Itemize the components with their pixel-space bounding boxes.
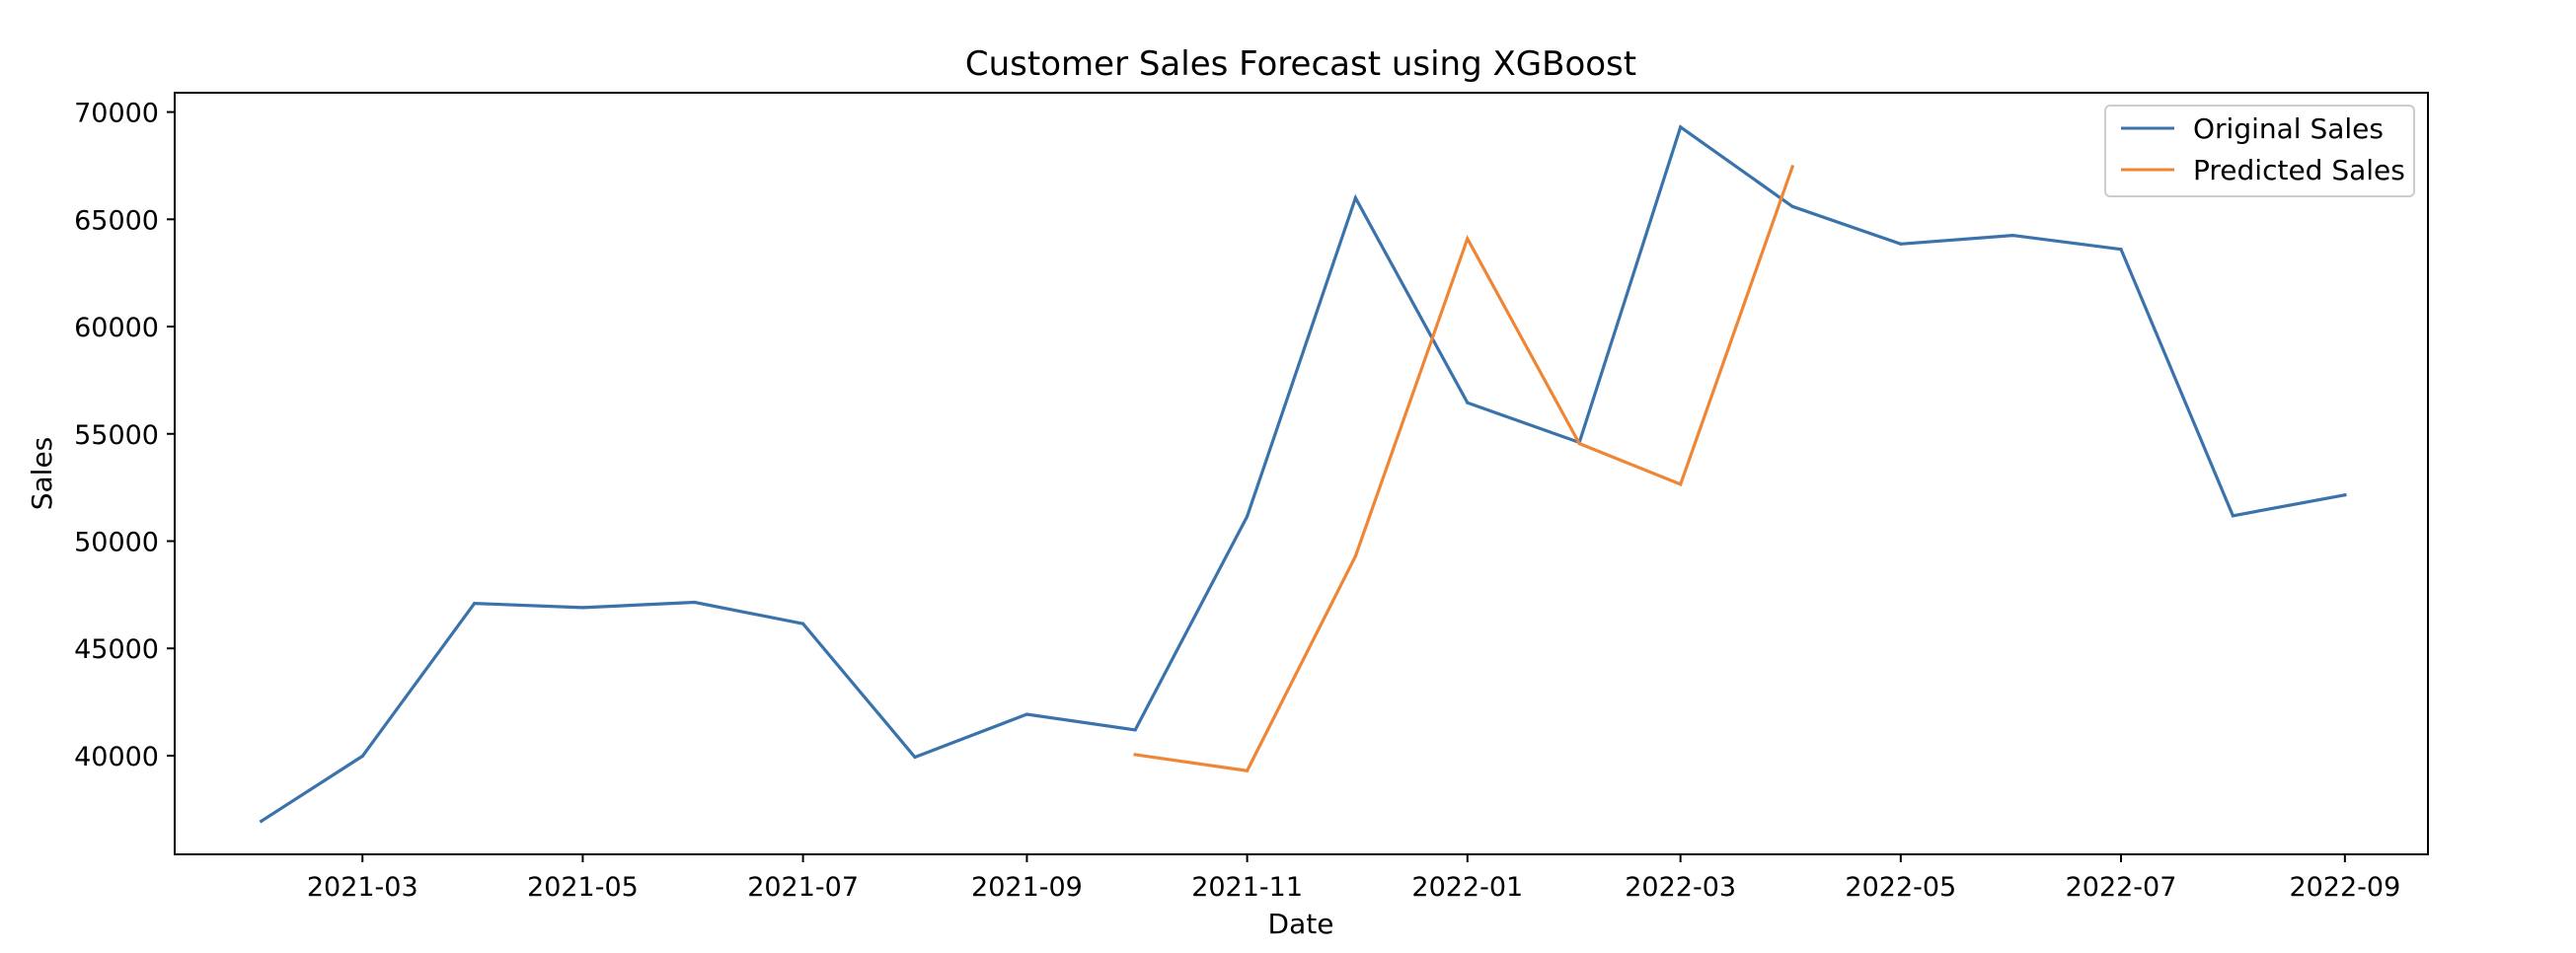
- series-line-predicted-sales: [1133, 164, 1795, 772]
- data-point-predicted-sales: [1577, 442, 1581, 446]
- x-axis-label: Date: [1268, 908, 1334, 940]
- data-point-original-sales: [1246, 514, 1250, 519]
- x-tick-label: 2021-09: [971, 872, 1083, 903]
- data-point-original-sales: [2231, 514, 2235, 518]
- data-point-original-sales: [360, 754, 364, 759]
- x-tick-label: 2022-03: [1625, 872, 1736, 903]
- data-point-predicted-sales: [1246, 769, 1250, 772]
- chart-title: Customer Sales Forecast using XGBoost: [965, 44, 1636, 84]
- data-point-original-sales: [1679, 125, 1683, 129]
- data-point-original-sales: [1353, 196, 1357, 200]
- plot-frame: [174, 92, 2429, 855]
- data-point-original-sales: [1899, 242, 1903, 246]
- data-point-original-sales: [1466, 401, 1470, 404]
- x-tick-label: 2021-11: [1191, 872, 1303, 903]
- y-tick-label: 55000: [74, 420, 159, 451]
- y-tick-label: 70000: [74, 99, 159, 129]
- y-tick-label: 45000: [74, 634, 159, 665]
- data-point-original-sales: [801, 622, 805, 625]
- data-point-original-sales: [1790, 204, 1794, 208]
- x-tick-label: 2022-01: [1411, 872, 1523, 903]
- data-point-predicted-sales: [1353, 554, 1357, 558]
- legend-box: [2104, 105, 2415, 197]
- data-point-original-sales: [2343, 493, 2347, 497]
- data-point-original-sales: [693, 600, 697, 605]
- data-point-predicted-sales: [1679, 482, 1683, 486]
- y-tick-label: 40000: [74, 742, 159, 772]
- y-tick-label: 60000: [74, 313, 159, 343]
- x-tick-label: 2022-09: [2289, 872, 2400, 903]
- y-tick-label: 50000: [74, 528, 159, 558]
- series-layer: [259, 124, 2347, 824]
- legend-label-predicted-sales: Predicted Sales: [2193, 154, 2405, 186]
- series-line-original-sales: [259, 124, 2347, 824]
- data-point-original-sales: [913, 755, 917, 760]
- data-point-original-sales: [260, 819, 264, 823]
- x-tick-label: 2022-07: [2066, 872, 2177, 903]
- legend: Original Sales Predicted Sales: [2104, 105, 2415, 197]
- plot-area: [174, 92, 2429, 855]
- y-tick-label: 65000: [74, 205, 159, 236]
- data-point-predicted-sales: [1466, 237, 1470, 241]
- legend-label-original-sales: Original Sales: [2193, 112, 2384, 145]
- data-point-predicted-sales: [1133, 753, 1137, 757]
- data-point-predicted-sales: [1790, 165, 1794, 169]
- y-axis: 40000 45000 50000 55000 60000 65000 70000: [74, 99, 175, 772]
- data-point-original-sales: [1133, 728, 1137, 732]
- x-tick-label: 2021-07: [747, 872, 859, 903]
- x-tick-label: 2021-05: [527, 872, 639, 903]
- y-axis-label: Sales: [26, 437, 58, 511]
- x-axis: 2021-03 2021-05 2021-07 2021-09 2021-11 2022-…: [307, 854, 2400, 903]
- data-point-original-sales: [2119, 248, 2123, 252]
- x-tick-label: 2022-05: [1845, 872, 1956, 903]
- data-point-original-sales: [473, 602, 477, 606]
- data-point-original-sales: [580, 606, 585, 610]
- x-tick-label: 2021-03: [307, 872, 418, 903]
- data-point-original-sales: [2010, 234, 2014, 238]
- data-point-original-sales: [1024, 712, 1028, 716]
